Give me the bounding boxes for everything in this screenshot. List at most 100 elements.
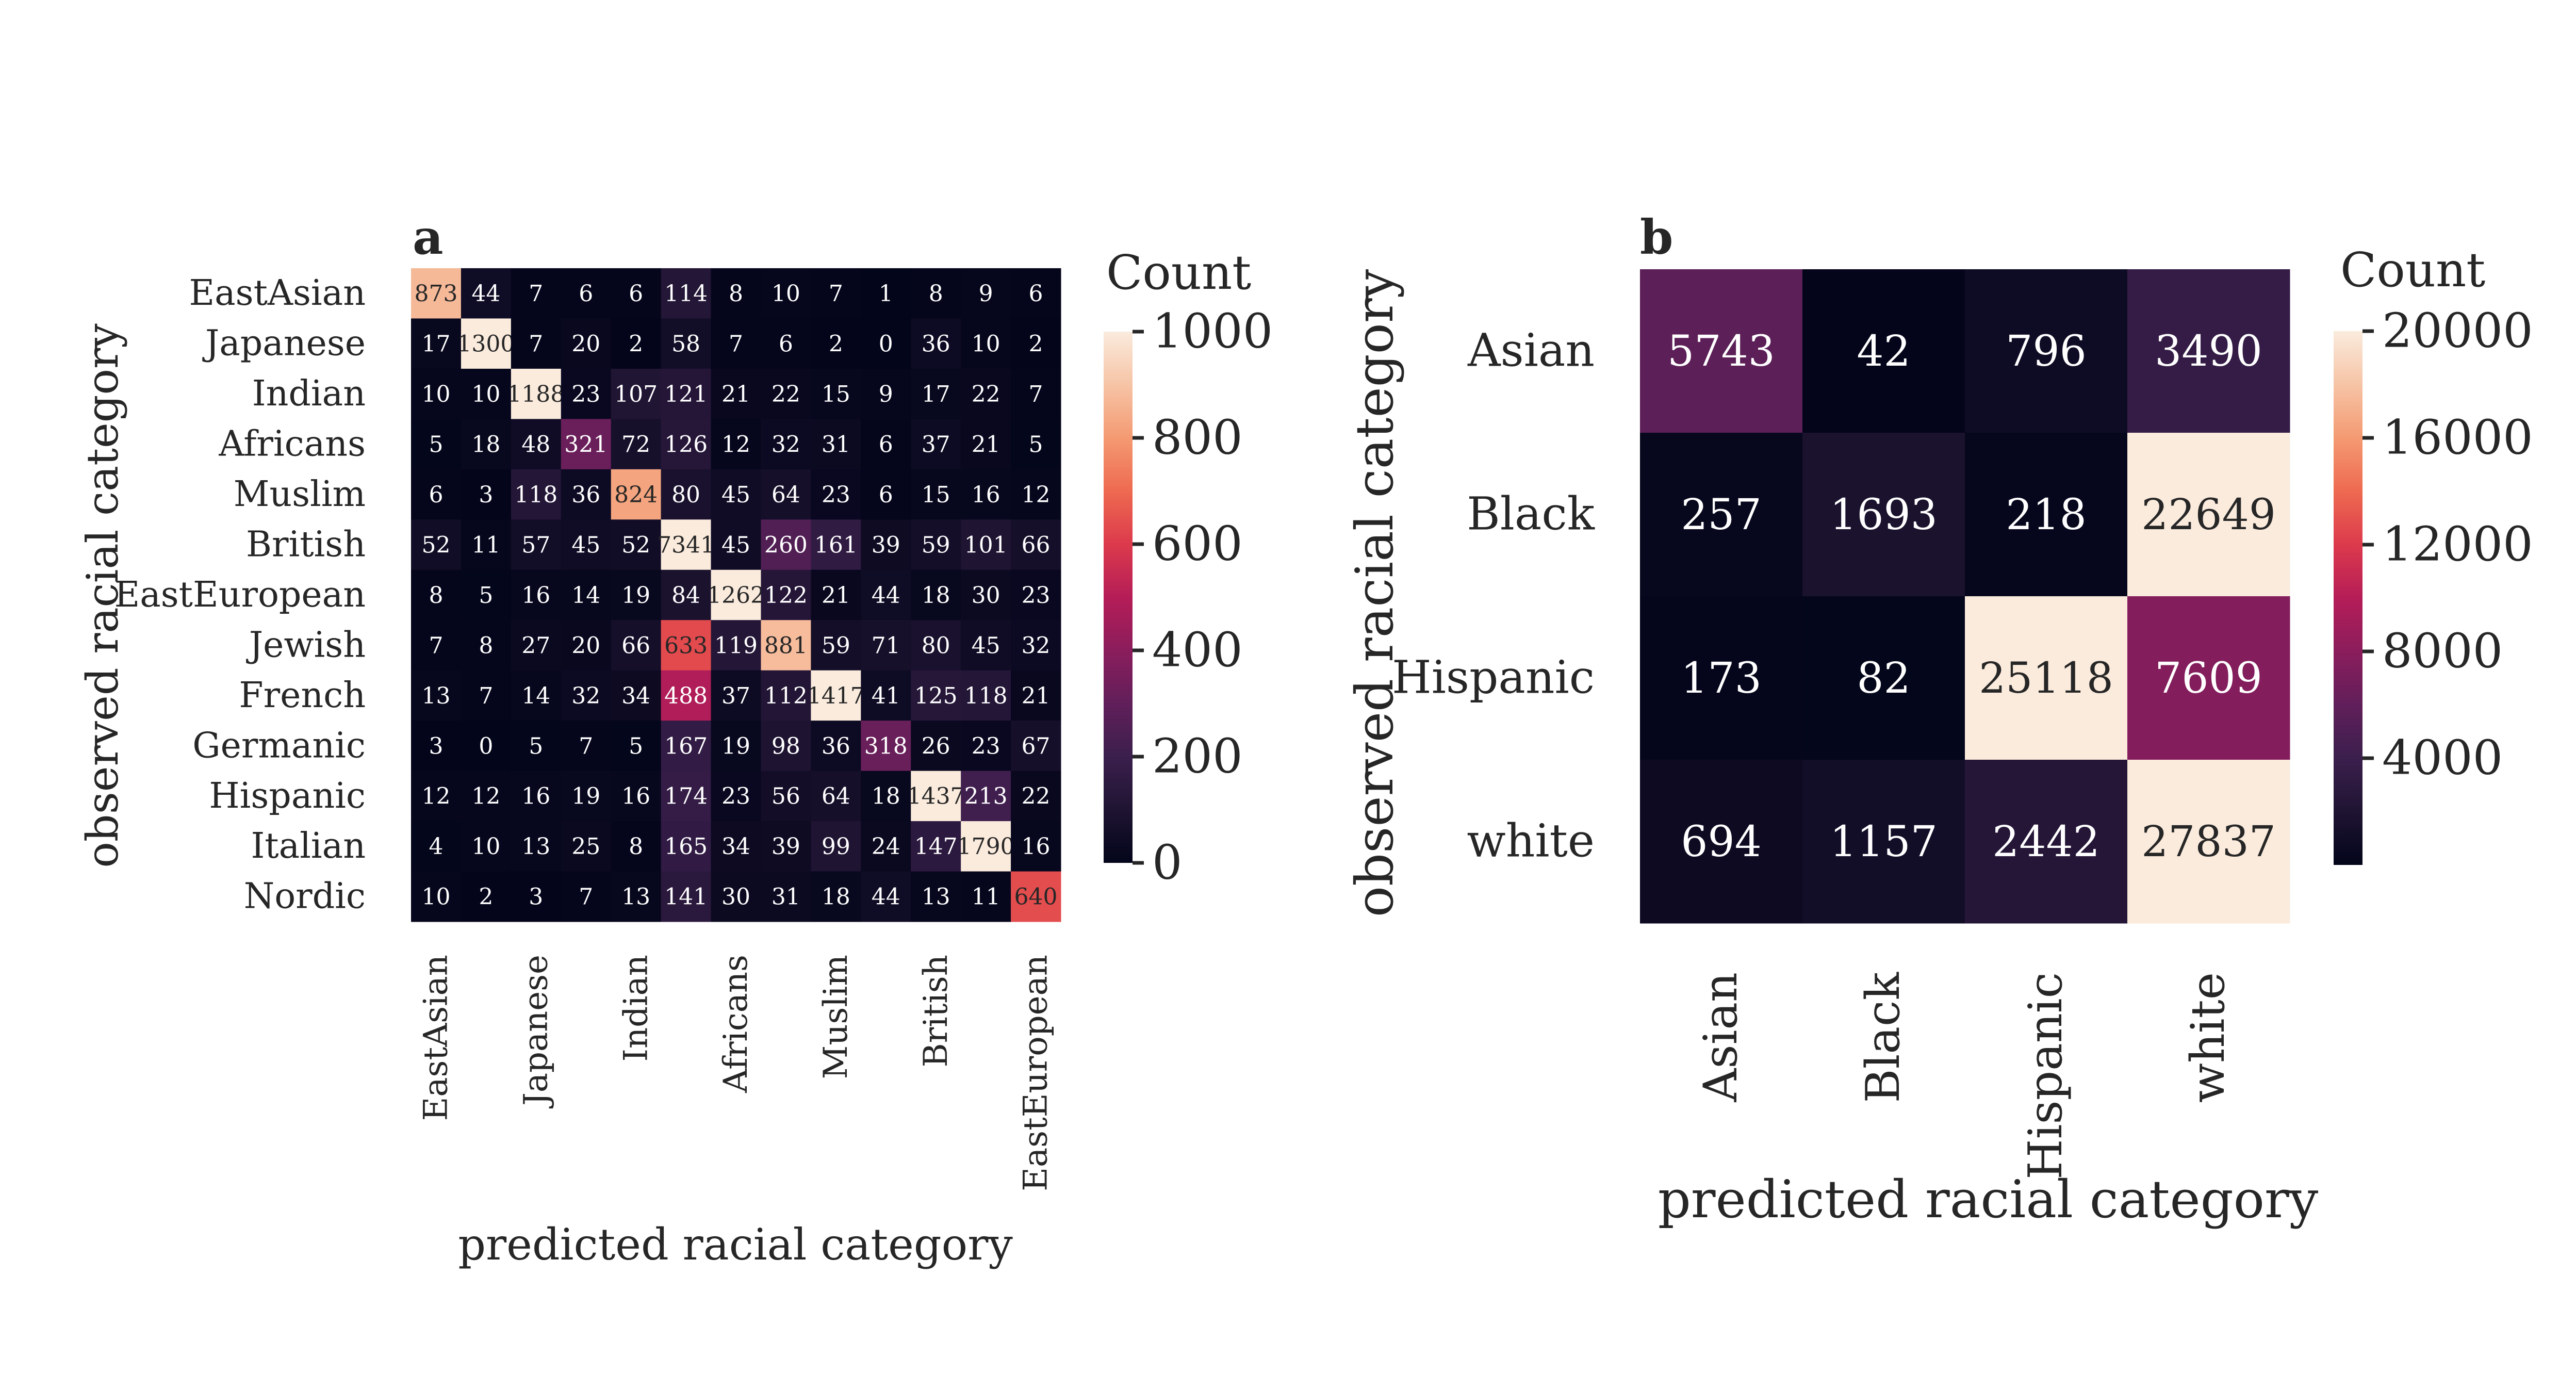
panel-a-y-axis-label: observed racial category xyxy=(77,323,128,868)
cell-value-label: 84 xyxy=(671,582,700,609)
cell-value-label: 11 xyxy=(471,532,500,558)
panel-b-x-tick-labels: Asian Black Hispanic white xyxy=(1694,972,2235,1180)
cell-value-label: 48 xyxy=(521,432,550,458)
panel-b-colorbar-label: Count xyxy=(2340,242,2485,298)
cell-value-label: 21 xyxy=(822,582,850,609)
panel-b-colorbar-ticks: 40008000120001600020000 xyxy=(2362,303,2533,785)
cell-value-label: 165 xyxy=(664,833,708,860)
cell-value-label: 13 xyxy=(922,884,950,910)
cell-value-label: 161 xyxy=(814,532,858,558)
cell-value-label: 23 xyxy=(721,783,750,810)
cell-value-label: 19 xyxy=(721,733,750,759)
cell-value-label: 31 xyxy=(772,884,800,910)
cell-value-label: 32 xyxy=(571,683,600,709)
cell-value-label: 7 xyxy=(429,632,443,659)
cell-value-label: 20 xyxy=(571,632,600,659)
cell-value-label: 167 xyxy=(664,733,708,759)
cell-value-label: 82 xyxy=(1857,654,1910,703)
cell-value-label: 67 xyxy=(1022,733,1051,759)
colorbar-tick-label: 0 xyxy=(1152,835,1183,890)
x-tick-label: EastEuropean xyxy=(1017,955,1055,1191)
cell-value-label: 7 xyxy=(529,331,543,357)
cell-value-label: 218 xyxy=(2006,490,2087,539)
cell-value-label: 2 xyxy=(629,331,643,357)
cell-value-label: 213 xyxy=(964,783,1008,810)
cell-value-label: 119 xyxy=(714,632,758,659)
cell-value-label: 10 xyxy=(972,331,1000,357)
cell-value-label: 19 xyxy=(571,783,600,810)
y-tick-label: Hispanic xyxy=(1392,651,1595,704)
cell-value-label: 114 xyxy=(664,281,708,307)
cell-value-label: 18 xyxy=(822,884,850,910)
y-tick-label: Jewish xyxy=(246,625,366,665)
cell-value-label: 58 xyxy=(671,331,700,357)
cell-value-label: 488 xyxy=(664,683,708,709)
x-tick-label: British xyxy=(917,955,955,1067)
x-tick-label: EastAsian xyxy=(417,955,455,1121)
cell-value-label: 2442 xyxy=(1992,817,2100,866)
cell-value-label: 1693 xyxy=(1830,490,1938,539)
cell-value-label: 98 xyxy=(772,733,800,759)
colorbar-tick-label: 800 xyxy=(1152,410,1243,465)
cell-value-label: 22 xyxy=(772,381,800,407)
cell-value-label: 45 xyxy=(721,532,750,558)
cell-value-label: 22 xyxy=(972,381,1000,407)
cell-value-label: 633 xyxy=(664,632,708,659)
cell-value-label: 1790 xyxy=(957,833,1015,860)
cell-value-label: 22649 xyxy=(2141,490,2276,539)
cell-value-label: 3 xyxy=(429,733,443,759)
cell-value-label: 56 xyxy=(772,783,800,810)
colorbar-tick-label: 16000 xyxy=(2382,410,2533,465)
cell-value-label: 17 xyxy=(922,381,950,407)
cell-value-label: 6 xyxy=(579,281,593,307)
cell-value-label: 3490 xyxy=(2155,327,2262,376)
y-tick-label: Italian xyxy=(251,826,366,866)
cell-value-label: 101 xyxy=(964,532,1008,558)
cell-value-label: 2 xyxy=(1029,331,1043,357)
x-tick-label: white xyxy=(2181,972,2235,1103)
panel-b-label: b xyxy=(1640,209,1673,265)
cell-value-label: 17 xyxy=(421,331,450,357)
x-tick-label: Japanese xyxy=(517,955,555,1109)
cell-value-label: 20 xyxy=(571,331,600,357)
cell-value-label: 23 xyxy=(571,381,600,407)
cell-value-label: 112 xyxy=(764,683,808,709)
cell-value-label: 118 xyxy=(964,683,1008,709)
cell-value-label: 7 xyxy=(829,281,843,307)
cell-value-label: 31 xyxy=(822,432,850,458)
cell-value-label: 13 xyxy=(621,884,650,910)
cell-value-label: 21 xyxy=(721,381,750,407)
cell-value-label: 3 xyxy=(479,482,493,508)
cell-value-label: 13 xyxy=(421,683,450,709)
cell-value-label: 41 xyxy=(872,683,900,709)
cell-value-label: 8 xyxy=(629,833,643,860)
cell-value-label: 107 xyxy=(614,381,658,407)
colorbar-tick-label: 12000 xyxy=(2382,516,2533,571)
cell-value-label: 9 xyxy=(979,281,993,307)
cell-value-label: 30 xyxy=(972,582,1000,609)
cell-value-label: 1417 xyxy=(807,683,865,709)
cell-value-label: 10 xyxy=(421,884,450,910)
cell-value-label: 796 xyxy=(2006,327,2087,376)
cell-value-label: 640 xyxy=(1014,884,1058,910)
cell-value-label: 8 xyxy=(429,582,443,609)
cell-value-label: 99 xyxy=(822,833,850,860)
panel-b-y-tick-labels: AsianBlackHispanicwhite xyxy=(1392,324,1595,868)
panel-a-y-tick-labels: EastAsianJapaneseIndianAfricansMuslimBri… xyxy=(114,273,366,917)
cell-value-label: 39 xyxy=(772,833,800,860)
cell-value-label: 16 xyxy=(972,482,1000,508)
colorbar-tick-label: 4000 xyxy=(2382,730,2503,785)
y-tick-label: Nordic xyxy=(244,876,366,917)
cell-value-label: 873 xyxy=(414,281,457,307)
cell-value-label: 2 xyxy=(829,331,843,357)
cell-value-label: 18 xyxy=(872,783,900,810)
colorbar-tick-label: 1000 xyxy=(1152,303,1273,358)
cell-value-label: 66 xyxy=(621,632,650,659)
panel-a-x-tick-labels: EastAsian Japanese Indian Africans Muslim Bri… xyxy=(417,955,1055,1191)
panel-a-heatmap: 873 44 7 6 6 114 8 10 7 1 8 9 617 1300 7 20 2 58 7 6 2 0 36 10 2… xyxy=(411,268,1061,922)
cell-value-label: 12 xyxy=(1022,482,1051,508)
cell-value-label: 64 xyxy=(772,482,800,508)
cell-value-label: 80 xyxy=(922,632,950,659)
cell-value-label: 32 xyxy=(772,432,800,458)
cell-value-label: 8 xyxy=(729,281,743,307)
